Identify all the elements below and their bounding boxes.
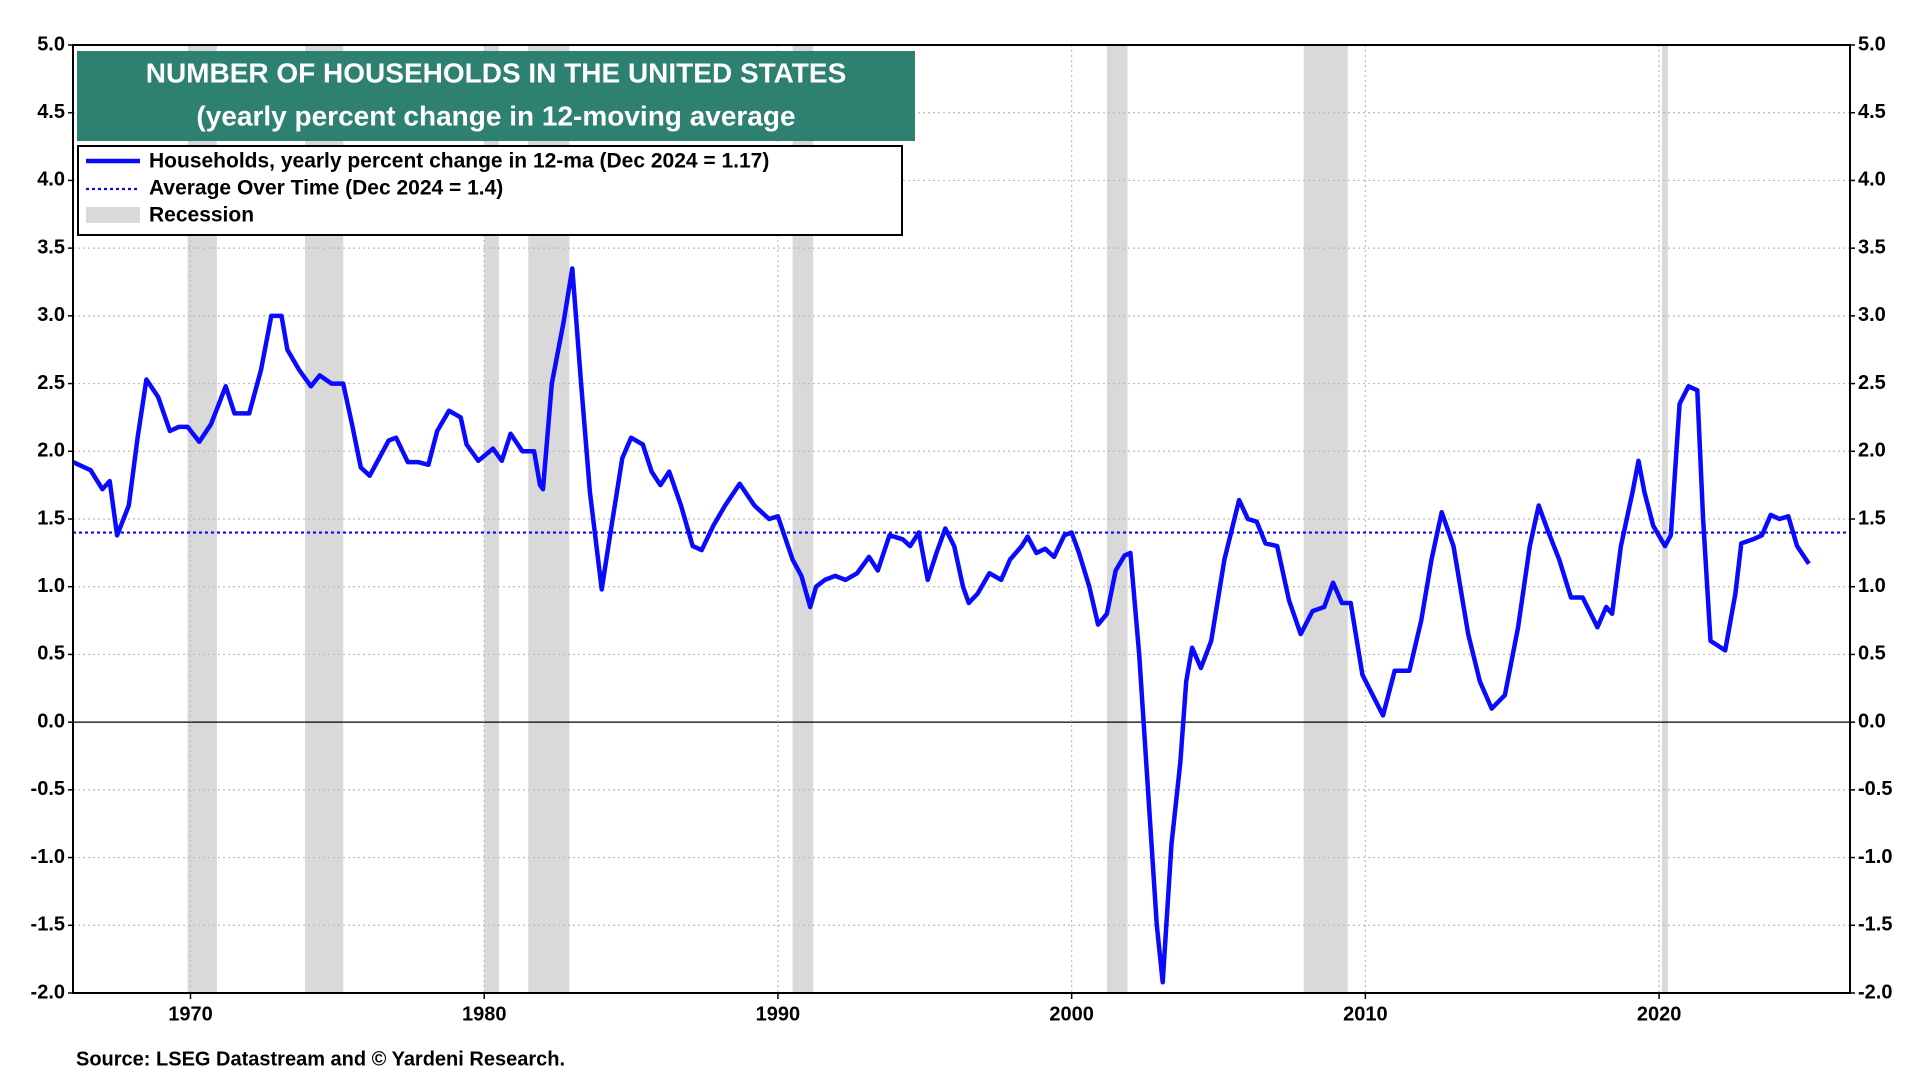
y-tick-label: 4.0 xyxy=(37,169,65,191)
legend-swatch xyxy=(86,207,140,223)
legend-box xyxy=(77,145,903,236)
y-tick-label: 3.5 xyxy=(37,236,65,258)
y2-tick-label: -1.0 xyxy=(1858,846,1892,868)
plot-frame xyxy=(72,44,1851,994)
x-tick-label: 2000 xyxy=(1049,1003,1094,1025)
source-note: Source: LSEG Datastream and © Yardeni Re… xyxy=(76,1048,565,1070)
y-tick-label: 5.0 xyxy=(37,33,65,55)
y-tick-label: 1.5 xyxy=(37,507,65,529)
chart-subtitle: (yearly percent change in 12-moving aver… xyxy=(196,100,795,131)
y2-tick-label: 0.5 xyxy=(1858,643,1886,665)
x-tick-label: 2010 xyxy=(1343,1003,1388,1025)
y2-tick-label: 1.0 xyxy=(1858,575,1886,597)
y-tick-label: 1.0 xyxy=(37,575,65,597)
y-tick-label: 3.0 xyxy=(37,304,65,326)
y2-tick-label: -1.5 xyxy=(1858,914,1892,936)
recession-band xyxy=(484,45,499,993)
y-tick-label: 4.5 xyxy=(37,101,65,123)
y2-tick-label: 4.5 xyxy=(1858,101,1886,123)
legend-label: Recession xyxy=(149,204,254,227)
x-tick-label: 1990 xyxy=(756,1003,801,1025)
x-tick-label: 1980 xyxy=(462,1003,507,1025)
y2-tick-label: 3.5 xyxy=(1858,236,1886,258)
y-tick-label: 0.5 xyxy=(37,643,65,665)
y-tick-label: -2.0 xyxy=(31,981,65,1003)
y-tick-label: -1.5 xyxy=(31,914,65,936)
y2-tick-label: -0.5 xyxy=(1858,778,1892,800)
y2-tick-label: 2.0 xyxy=(1858,440,1886,462)
recession-band xyxy=(1303,45,1348,993)
y2-tick-label: 1.5 xyxy=(1858,507,1886,529)
y-tick-label: -0.5 xyxy=(31,778,65,800)
recession-band xyxy=(792,45,814,993)
y2-tick-label: 5.0 xyxy=(1858,33,1886,55)
title-box xyxy=(77,51,915,141)
y2-tick-label: -2.0 xyxy=(1858,981,1892,1003)
chart-title: NUMBER OF HOUSEHOLDS IN THE UNITED STATE… xyxy=(146,57,847,88)
data-line xyxy=(72,266,1811,985)
legend-label: Households, yearly percent change in 12-… xyxy=(149,150,769,173)
y-tick-label: 2.0 xyxy=(37,440,65,462)
recession-band xyxy=(1106,45,1128,993)
x-tick-label: 1970 xyxy=(168,1003,213,1025)
y2-tick-label: 0.0 xyxy=(1858,710,1886,732)
foreground-layer: -2.0 -1.5 -1.0 -0.5 0.0 0.5 1.0 1.5 2.0 2.5 3.0 3.5… xyxy=(31,33,1893,1070)
y-tick-label: -1.0 xyxy=(31,846,65,868)
y-tick-label: 2.5 xyxy=(37,372,65,394)
x-tick-label: 2020 xyxy=(1637,1003,1682,1025)
y-tick-label: 0.0 xyxy=(37,710,65,732)
y2-tick-label: 4.0 xyxy=(1858,169,1886,191)
y2-tick-label: 2.5 xyxy=(1858,372,1886,394)
y2-tick-label: 3.0 xyxy=(1858,304,1886,326)
legend-label: Average Over Time (Dec 2024 = 1.4) xyxy=(149,177,503,200)
